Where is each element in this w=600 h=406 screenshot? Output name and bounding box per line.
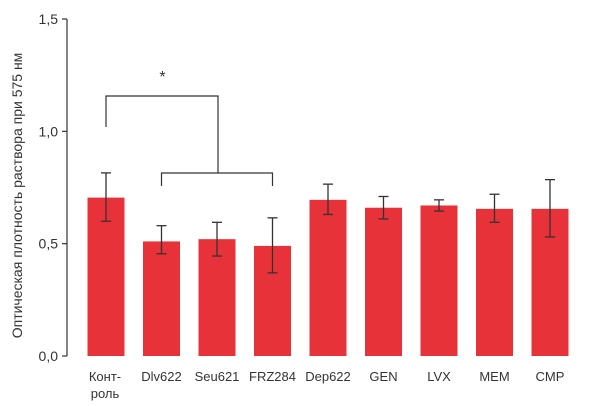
- x-axis-labels: Конт-роль Dlv622 Seu621 FRZ284 Dep622 GEN LVX M…: [89, 369, 565, 401]
- x-category-label: CMP: [536, 369, 565, 384]
- x-category-label: FRZ284: [249, 369, 296, 384]
- x-category-label: GEN: [369, 369, 397, 384]
- y-axis-title: Оптическая плотность раствора при 575 нм: [9, 53, 25, 339]
- error-bars-group: [101, 172, 555, 274]
- y-tick-label: 0,5: [39, 236, 59, 252]
- bar: [309, 199, 347, 356]
- bar: [143, 241, 180, 356]
- y-tick-label: 1,5: [39, 11, 59, 27]
- bar: [365, 207, 402, 356]
- y-tick-label: 1,0: [39, 123, 59, 139]
- x-category-label: LVX: [427, 369, 451, 384]
- x-category-label: Dep622: [305, 369, 351, 384]
- x-category-label: роль: [91, 386, 120, 401]
- y-axis: 0,0 0,5 1,0 1,5: [39, 11, 68, 364]
- significance-star: *: [159, 69, 165, 86]
- x-category-label: Seu621: [195, 369, 240, 384]
- group-bracket-line: [160, 172, 274, 186]
- bar: [476, 208, 513, 356]
- bar: [198, 239, 236, 356]
- bar: [420, 205, 458, 356]
- x-category-label: Dlv622: [141, 369, 181, 384]
- bar: [87, 197, 125, 356]
- significance-bracket-line: [105, 95, 219, 173]
- bars-group: [87, 197, 569, 356]
- significance-bracket: *: [105, 69, 274, 186]
- y-tick-label: 0,0: [39, 348, 59, 364]
- x-category-label: MEM: [479, 369, 509, 384]
- x-category-label: Конт-: [89, 369, 121, 384]
